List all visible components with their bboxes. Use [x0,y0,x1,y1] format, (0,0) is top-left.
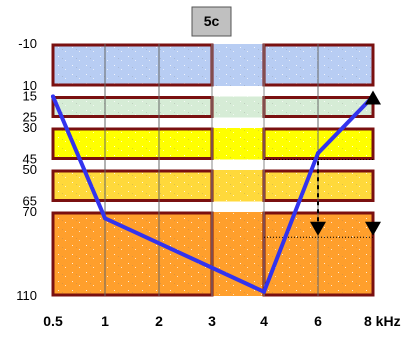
data-point-3 [316,151,320,155]
y-tick-label: 15 [23,89,37,104]
y-tick-label: 30 [23,120,37,135]
y-tick-label: 110 [16,288,37,303]
y-tick-label: 70 [23,204,37,219]
x-axis-ticks: 0.5 1 2 3 4 6 8 kHz [43,313,400,329]
x-tick-label: 0.5 [43,313,63,329]
y-tick-label: -10 [18,36,37,51]
x-tick-label: 1 [101,313,109,329]
x-tick-label: 4 [260,313,268,329]
x-tick-label: 2 [155,313,163,329]
x-tick-label: 8 kHz [364,313,401,329]
x-tick-label: 3 [208,313,216,329]
title-badge-label: 5c [204,13,220,29]
title-badge: 5c [192,7,231,36]
data-point-0 [51,95,55,99]
data-point-2 [262,290,266,294]
x-tick-label: 6 [314,313,322,329]
data-point-1 [103,216,107,220]
y-tick-label: 50 [23,162,37,177]
